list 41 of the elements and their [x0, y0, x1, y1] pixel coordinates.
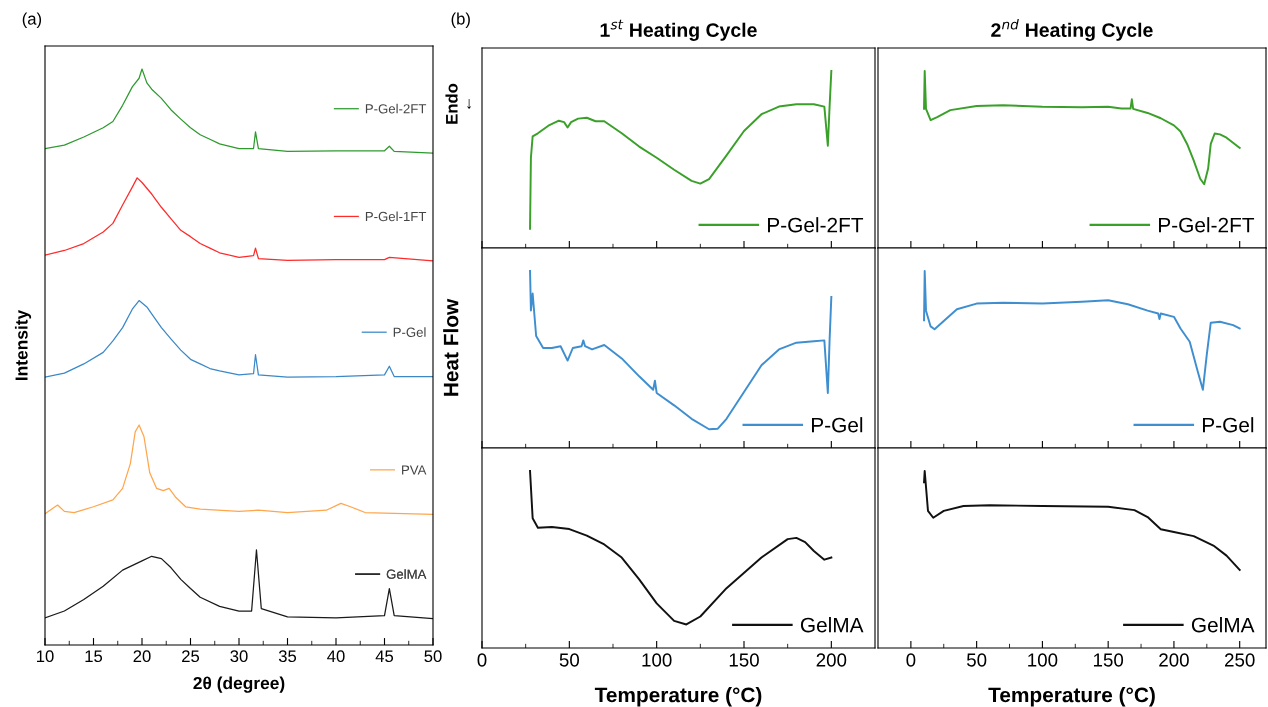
x-tick-label: 15 — [85, 650, 103, 663]
x-axis-title: Temperature (°C) — [988, 687, 1155, 707]
y-axis-title: Intensity — [14, 309, 32, 381]
x-tick-label: 250 — [1225, 653, 1255, 667]
x-tick-label: 0 — [477, 653, 487, 667]
x-tick-label: 50 — [424, 650, 442, 663]
x-axis-title: Temperature (°C) — [594, 687, 762, 707]
x-tick-label: 25 — [182, 650, 200, 663]
x-tick-label: 100 — [642, 653, 672, 667]
legend-label: P-Gel — [1203, 417, 1254, 433]
x-tick-label: 100 — [1028, 653, 1058, 667]
x-tick-label: 20 — [133, 650, 151, 663]
x-tick-label: 40 — [327, 650, 345, 663]
chart-title: 1$^{st}$ Heating Cycle — [600, 19, 757, 41]
x-tick-label: 45 — [375, 650, 394, 663]
legend-label: P-Gel-2FT — [768, 217, 864, 233]
x-tick-label: 30 — [230, 650, 248, 663]
x-tick-label: 200 — [1159, 653, 1189, 667]
x-axis-title: 2θ (degree) — [193, 676, 285, 693]
legend-label: GelMA — [386, 569, 427, 579]
legend-label: P-Gel — [812, 417, 863, 433]
legend-label: P-Gel-1FT — [365, 211, 427, 222]
x-tick-label: 10 — [37, 650, 54, 663]
legend-label: GelMA — [800, 617, 864, 633]
x-tick-label: 150 — [1093, 653, 1124, 667]
chart-title: 2$^{nd}$ Heating Cycle — [991, 19, 1153, 41]
x-tick-label: 0 — [906, 653, 916, 667]
legend-label: P-Gel-2FT — [365, 103, 427, 114]
x-tick-label: 50 — [559, 653, 580, 667]
text: (a) — [22, 12, 42, 29]
legend-label: P-Gel — [393, 327, 426, 337]
text: Endo ← — [445, 83, 472, 124]
legend-label: GelMA — [1191, 617, 1255, 633]
y-axis-title: Heat Flow — [443, 298, 459, 396]
x-tick-label: 150 — [729, 653, 759, 667]
x-tick-label: 35 — [278, 650, 297, 663]
legend-label: PVA — [402, 465, 427, 475]
legend-label: P-Gel-2FT — [1159, 217, 1255, 233]
x-tick-label: 200 — [816, 653, 847, 667]
x-tick-label: 50 — [966, 653, 987, 667]
text: (b) — [451, 12, 470, 28]
